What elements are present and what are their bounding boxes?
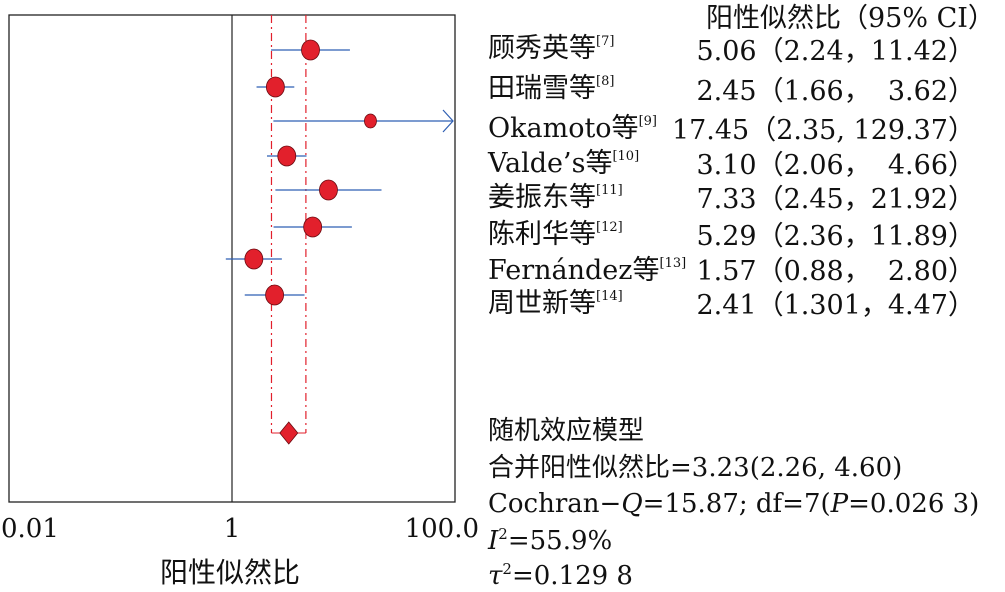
study-label: Okamoto等[9] (488, 115, 657, 142)
study-label: 姜振东等[11] (488, 184, 623, 211)
q-symbol: Q (621, 489, 643, 519)
tau-squared: τ2=0.129 8 (488, 560, 633, 591)
ci-value: （2.06， 4.66） (756, 150, 975, 181)
cochran-label: Cochran− (488, 489, 622, 519)
study-point-marker (319, 179, 338, 201)
study-name: Fernández等 (488, 255, 660, 286)
study-label: 田瑞雪等[8] (488, 75, 614, 102)
x-axis-label: 阳性似然比 (160, 556, 300, 589)
ci-value: （2.45，21.92） (756, 184, 975, 215)
p-value: =0.026 3) (848, 489, 980, 519)
plr-value: 1.57 (696, 256, 757, 287)
i2-value: =55.9% (507, 526, 613, 556)
i2-symbol: I (488, 526, 499, 556)
study-name: Okamoto等 (488, 113, 639, 144)
p-symbol: P (830, 489, 849, 519)
superscript: 2 (502, 560, 512, 578)
pooled-diamond (279, 421, 299, 445)
study-value: 2.41（1.301，4.47） (696, 292, 975, 319)
study-point-marker (303, 216, 323, 238)
plr-value: 5.29 (696, 221, 757, 252)
study-value: 5.29（2.36，11.89） (696, 223, 975, 250)
study-point-marker (265, 284, 284, 306)
study-ref: [14] (596, 289, 623, 304)
ci-value: （1.66， 3.62） (756, 76, 975, 107)
model-label: 随机效应模型 (488, 416, 645, 446)
study-markers (244, 39, 377, 306)
study-name: 周世新等 (488, 288, 596, 319)
plr-value: 5.06 (696, 36, 757, 67)
ci-value: （1.301，4.47） (756, 290, 975, 321)
plr-value: 3.10 (696, 150, 757, 181)
study-value: 2.45（1.66， 3.62） (696, 78, 975, 105)
study-ref: [9] (638, 114, 657, 129)
plr-value: 2.41 (696, 290, 757, 321)
pooled-diamond-marker (279, 421, 299, 445)
tau2-symbol: τ (488, 561, 503, 591)
ci-truncation-arrow (442, 109, 454, 133)
ci-value: （2.36，11.89） (756, 221, 975, 252)
study-name: Valde’s等 (488, 148, 613, 179)
q-value: =15.87; df=7( (642, 489, 831, 519)
study-point-marker (277, 145, 297, 167)
study-point-marker (364, 113, 377, 129)
pooled-value: =3.23(2.26, 4.60) (670, 453, 903, 483)
study-label: 顾秀英等[7] (488, 35, 614, 62)
study-point-marker (265, 76, 285, 98)
pooled-label: 合并阳性似然比 (488, 453, 671, 483)
study-point-marker (244, 248, 264, 270)
i-squared: I2=55.9% (488, 525, 613, 556)
study-name: 顾秀英等 (488, 33, 596, 64)
study-ref: [10] (612, 149, 640, 164)
study-name: 姜振东等 (488, 182, 596, 213)
cochran-q: Cochran−Q=15.87; df=7(P=0.026 3) (488, 491, 979, 517)
study-value: 7.33（2.45，21.92） (696, 186, 975, 213)
plr-value: 7.33 (696, 184, 757, 215)
study-value: 5.06（2.24，11.42） (696, 38, 975, 65)
forest-plot: 0.01 1 100.0 阳性似然比 (1, 14, 479, 589)
ci-value: （2.35, 129.37） (749, 115, 975, 146)
ci-value: （0.88， 2.80） (756, 256, 975, 287)
study-value: 3.10（2.06， 4.66） (696, 152, 975, 179)
study-name: 田瑞雪等 (488, 73, 596, 104)
study-name: 陈利华等 (488, 219, 596, 250)
study-ref: [8] (596, 74, 615, 89)
study-value: 1.57（0.88， 2.80） (696, 258, 975, 285)
ci-value: （2.24，11.42） (756, 36, 975, 67)
study-point-marker (301, 39, 320, 61)
x-tick-label: 0.01 (1, 514, 59, 544)
study-label: 陈利华等[12] (488, 221, 623, 248)
x-tick-label: 100.0 (405, 514, 479, 544)
study-ref: [11] (596, 183, 623, 198)
tau2-value: =0.129 8 (511, 561, 633, 591)
study-ref: [13] (659, 256, 687, 271)
study-label: Valde’s等[10] (488, 150, 639, 177)
x-tick-label: 1 (224, 514, 241, 544)
ci-column-header: 阳性似然比（95% CI） (706, 3, 995, 34)
study-label: 周世新等[14] (488, 290, 623, 317)
study-ref: [7] (596, 34, 615, 49)
study-value: 17.45（2.35, 129.37） (672, 117, 975, 144)
study-label: Fernández等[13] (488, 257, 686, 284)
x-axis-ticks: 0.01 1 100.0 (1, 514, 479, 544)
superscript: 2 (498, 525, 508, 543)
plr-value: 17.45 (671, 115, 750, 146)
study-ref: [12] (596, 220, 623, 235)
pooled-estimate: 合并阳性似然比=3.23(2.26, 4.60) (488, 455, 902, 481)
plr-value: 2.45 (696, 76, 757, 107)
